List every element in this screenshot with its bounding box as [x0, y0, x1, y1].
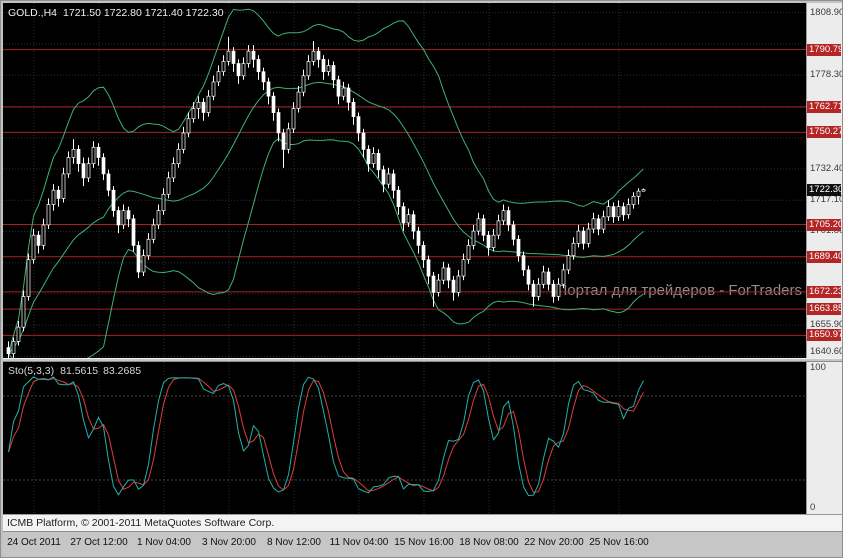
level-price-badge: 1790.79 [807, 44, 842, 56]
stochastic-tick: 0 [810, 502, 816, 513]
current-price-badge: 1722.30 [807, 184, 842, 196]
time-axis-label: 27 Oct 12:00 [70, 537, 128, 548]
main-chart-panel[interactable]: Портал для трейдеров - ForTraders GOLD.,… [3, 3, 806, 358]
symbol-name: GOLD.,H4 [8, 7, 58, 19]
symbol-ohlc-label: GOLD.,H4 1721.50 1722.80 1721.40 1722.30 [8, 7, 224, 19]
time-axis-label: 15 Nov 16:00 [394, 537, 454, 548]
level-price-badge: 1650.97 [807, 329, 842, 341]
level-price-badge: 1762.71 [807, 101, 842, 113]
panel-splitter[interactable] [3, 358, 842, 362]
price-tick: 1655.90 [810, 319, 842, 330]
stochastic-main-value: 81.5615 [60, 365, 99, 377]
stochastic-tick: 100 [810, 362, 826, 373]
level-price-badge: 1750.27 [807, 126, 842, 138]
watermark-text: Портал для трейдеров - ForTraders [556, 282, 802, 299]
price-tick: 1808.90 [810, 7, 842, 18]
time-axis-label: 3 Nov 20:00 [202, 537, 256, 548]
time-axis-label: 24 Oct 2011 [7, 537, 61, 548]
time-axis-label: 1 Nov 04:00 [137, 537, 191, 548]
level-price-badge: 1689.40 [807, 251, 842, 263]
price-tick: 1732.40 [810, 163, 842, 174]
stochastic-chart[interactable] [3, 362, 806, 514]
price-tick: 1640.60 [810, 346, 842, 357]
stochastic-axis[interactable]: 100 0 [806, 362, 842, 514]
stochastic-name: Sto(5,3,3) [8, 365, 55, 377]
level-price-badge: 1672.23 [807, 286, 842, 298]
ohlc-values: 1721.50 1722.80 1721.40 1722.30 [63, 7, 224, 19]
time-axis-label: 22 Nov 20:00 [524, 537, 584, 548]
copyright-bar: ICMB Platform, © 2001-2011 MetaQuotes So… [3, 514, 842, 531]
stochastic-panel[interactable]: Sto(5,3,3) 81.5615 83.2685 [3, 362, 806, 514]
time-axis-label: 25 Nov 16:00 [589, 537, 649, 548]
time-axis-label: 8 Nov 12:00 [267, 537, 321, 548]
level-price-badge: 1663.85 [807, 303, 842, 315]
price-tick: 1717.10 [810, 194, 842, 205]
stochastic-signal-value: 83.2685 [103, 365, 142, 377]
time-axis[interactable]: 24 Oct 2011 27 Oct 12:00 1 Nov 04:00 3 Nov … [3, 531, 842, 557]
candlestick-chart[interactable] [3, 3, 806, 358]
stochastic-label: Sto(5,3,3) 81.5615 83.2685 [8, 365, 141, 377]
price-axis[interactable]: 1808.901778.301732.401717.101701.801655.… [806, 3, 842, 358]
price-tick: 1778.30 [810, 69, 842, 80]
time-axis-label: 18 Nov 08:00 [459, 537, 519, 548]
level-price-badge: 1705.20 [807, 219, 842, 231]
time-axis-label: 11 Nov 04:00 [329, 537, 389, 548]
